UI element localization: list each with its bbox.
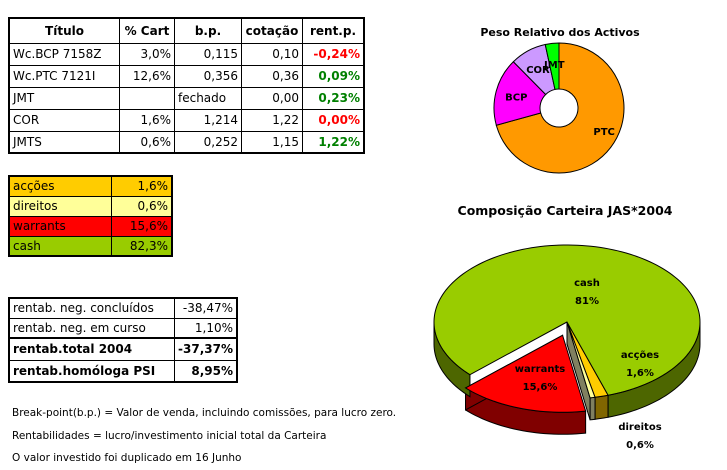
cell-cart: 1,6% <box>119 108 175 132</box>
composition-label: direitos <box>8 195 112 217</box>
cell-rent: 1,22% <box>302 130 365 154</box>
returns-value: -37,37% <box>174 337 238 361</box>
composition-value: 82,3% <box>111 235 173 257</box>
pie-value-warrants: 15,6% <box>523 382 558 393</box>
composition-value: 15,6% <box>111 215 173 237</box>
donut-label-jmt: JMT <box>543 60 565 71</box>
header-cart: % Cart <box>119 17 175 44</box>
table-row: JMTS 0,6% 0,252 1,15 1,22% <box>8 130 365 154</box>
returns-row: rentab. neg. concluídos -38,47% <box>8 297 238 319</box>
composition-row: acções 1,6% <box>8 175 173 197</box>
pie-value-direitos: 0,6% <box>626 440 654 451</box>
returns-table: rentab. neg. concluídos -38,47% rentab. ne… <box>8 297 238 383</box>
donut-slice-jmt <box>544 42 560 91</box>
pie-value-cash: 81% <box>575 296 599 307</box>
donut-label-cor: COR <box>526 65 550 76</box>
returns-label: rentab. neg. concluídos <box>8 297 175 319</box>
pie-value-acções: 1,6% <box>626 368 654 379</box>
pie-side-direitos <box>589 396 596 421</box>
composition-row: direitos 0,6% <box>8 195 173 217</box>
composition-table: acções 1,6% direitos 0,6% warrants 15,6% cash 8… <box>8 175 173 257</box>
table-row: Wc.BCP 7158Z 3,0% 0,115 0,10 -0,24% <box>8 42 365 66</box>
cell-cot: 0,10 <box>241 42 303 66</box>
cell-rent: 0,09% <box>302 64 365 88</box>
composition-value: 0,6% <box>111 195 173 217</box>
pie-label-acções: acções <box>621 350 659 361</box>
cell-bp: 0,115 <box>174 42 242 66</box>
returns-row: rentab.total 2004 -37,37% <box>8 337 238 361</box>
cell-rent: -0,24% <box>302 42 365 66</box>
composition-label: cash <box>8 235 112 257</box>
pie-slice-cash <box>433 244 701 396</box>
pie-label-cash: cash <box>574 278 600 289</box>
pie-chart-title: Composição Carteira JAS*2004 <box>457 203 673 218</box>
donut-slice-ptc <box>495 42 625 174</box>
pie-slice-direitos <box>566 321 596 399</box>
returns-label: rentab. neg. em curso <box>8 317 175 339</box>
donut-label-bcp: BCP <box>505 93 527 104</box>
composition-value: 1,6% <box>111 175 173 197</box>
note-rentabilidades: Rentabilidades = lucro/investimento inic… <box>12 430 327 442</box>
donut-chart-title: Peso Relativo dos Activos <box>480 26 640 39</box>
composition-row: cash 82,3% <box>8 235 173 257</box>
note-breakpoint: Break-point(b.p.) = Valor de venda, incl… <box>12 407 397 419</box>
cell-cot: 1,15 <box>241 130 303 154</box>
returns-value: -38,47% <box>174 297 238 319</box>
composition-row: warrants 15,6% <box>8 215 173 237</box>
donut-slice-bcp <box>493 61 547 126</box>
cell-cot: 0,36 <box>241 64 303 88</box>
pie-label-direitos: direitos <box>618 422 661 433</box>
cell-cot: 0,00 <box>241 86 303 110</box>
positions-table: Título % Cart b.p. cotação rent.p. Wc.BC… <box>8 17 365 154</box>
pie-label-warrants: warrants <box>515 364 565 375</box>
composition-label: acções <box>8 175 112 197</box>
table-header-row: Título % Cart b.p. cotação rent.p. <box>8 17 365 44</box>
cell-rent: 0,23% <box>302 86 365 110</box>
returns-label: rentab.homóloga PSI <box>8 359 175 383</box>
returns-value: 8,95% <box>174 359 238 383</box>
pie-slice-warrants <box>464 334 587 413</box>
cell-cart: 0,6% <box>119 130 175 154</box>
returns-label: rentab.total 2004 <box>8 337 175 361</box>
returns-row: rentab.homóloga PSI 8,95% <box>8 359 238 383</box>
cell-titulo: JMT <box>8 86 120 110</box>
returns-row: rentab. neg. em curso 1,10% <box>8 317 238 339</box>
donut-label-ptc: PTC <box>593 127 615 138</box>
note-investido: O valor investido foi duplicado em 16 Ju… <box>12 452 242 464</box>
cell-cart: 3,0% <box>119 42 175 66</box>
pie-side-acções <box>594 394 609 420</box>
